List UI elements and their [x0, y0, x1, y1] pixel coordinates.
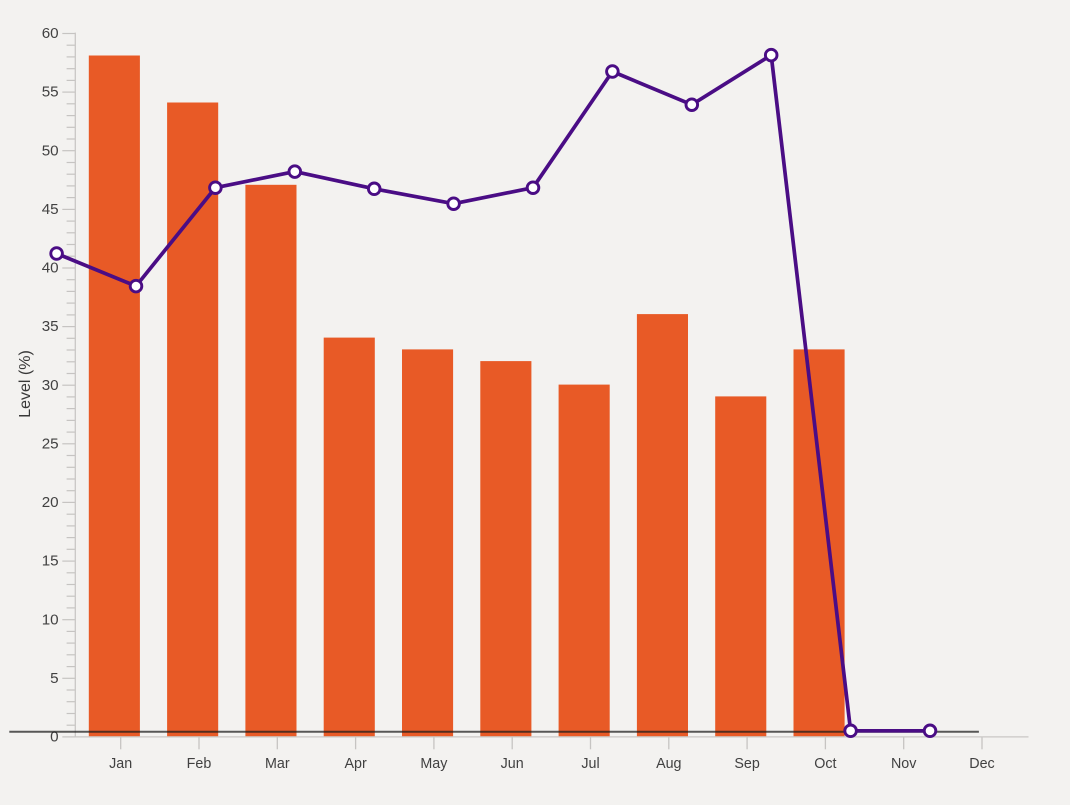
svg-text:0: 0: [50, 729, 58, 746]
svg-text:Dec: Dec: [969, 756, 994, 772]
svg-text:30: 30: [42, 377, 59, 394]
svg-text:5: 5: [50, 670, 58, 687]
svg-text:10: 10: [42, 611, 59, 628]
svg-text:Oct: Oct: [814, 756, 836, 772]
svg-text:Mar: Mar: [265, 756, 290, 772]
svg-text:Jul: Jul: [581, 756, 599, 772]
svg-text:Level (%): Level (%): [17, 350, 34, 418]
svg-text:60: 60: [42, 25, 59, 42]
svg-text:May: May: [420, 756, 448, 772]
svg-text:Apr: Apr: [344, 756, 366, 772]
svg-text:35: 35: [42, 318, 59, 335]
svg-text:15: 15: [42, 553, 59, 570]
svg-text:Aug: Aug: [656, 756, 681, 772]
svg-text:45: 45: [42, 201, 59, 218]
svg-text:Feb: Feb: [187, 756, 212, 772]
svg-text:25: 25: [42, 435, 59, 452]
svg-text:50: 50: [42, 142, 59, 159]
svg-text:40: 40: [42, 260, 59, 277]
svg-text:20: 20: [42, 494, 59, 511]
svg-text:Sep: Sep: [734, 756, 759, 772]
svg-text:Nov: Nov: [891, 756, 917, 772]
svg-text:Jan: Jan: [109, 756, 132, 772]
svg-text:55: 55: [42, 84, 59, 101]
svg-text:Jun: Jun: [501, 756, 524, 772]
